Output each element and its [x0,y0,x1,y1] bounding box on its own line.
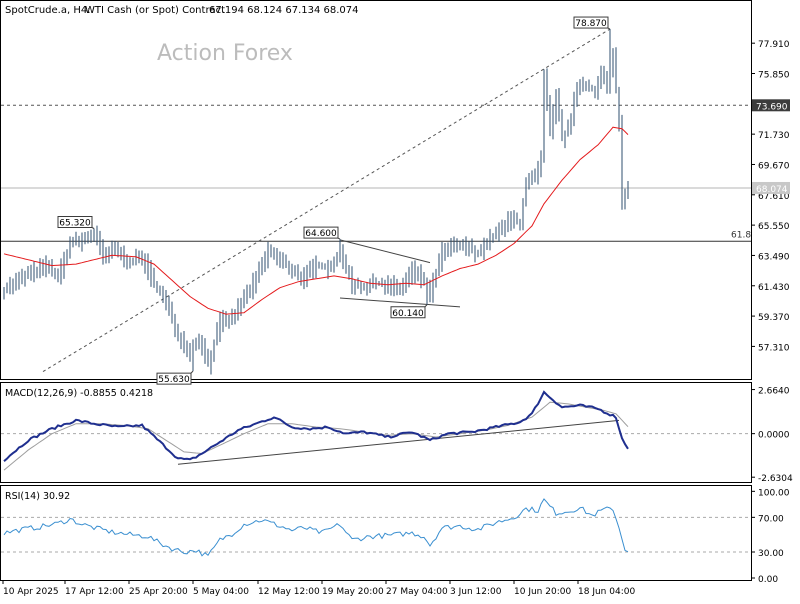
time-tick-label: 12 May 12:00 [258,587,320,597]
time-tick-label: 19 May 20:00 [322,587,384,597]
chart-description: WTI Cash (or Spot) Contract [85,5,225,16]
price-tick-label: 67.610 [758,192,790,202]
swing-label-pointer [190,370,194,374]
swing-label-text: 78.870 [575,19,607,29]
time-tick-label: 17 Apr 12:00 [65,587,124,597]
swing-label-box [390,306,426,319]
fib-level-label: 61.8 [731,230,751,240]
price-tick-label: 69.670 [758,161,790,171]
swing-label-pointer [91,227,95,229]
time-tick-label: 25 Apr 20:00 [129,587,188,597]
swing-label-box [57,216,93,229]
macd-trendline [177,419,620,465]
time-tick-label: 27 May 04:00 [386,587,448,597]
time-tick-label: 10 Jun 20:00 [514,587,571,597]
swing-label-0: 78.870 [573,16,611,30]
chart-symbol: SpotCrude.a, H4: [5,5,91,16]
rsi-title: RSI(14) 30.92 [5,491,70,502]
price-tick-label: 59.370 [758,313,790,323]
swing-label-1: 65.320 [57,216,95,229]
swing-label-text: 55.630 [158,375,190,385]
swing-label-3: 60.140 [390,304,428,319]
time-tick-label: 18 Jun 04:00 [578,587,635,597]
time-tick-label: 3 Jun 12:00 [450,587,502,597]
swing-label-box [156,372,192,385]
watermark: Action Forex [157,41,293,66]
macd-title: MACD(12,26,9) -0.8855 0.4218 [5,388,153,399]
rsi-line [3,498,629,557]
price-tick-label: 57.310 [758,343,790,353]
moving-average-line [3,126,629,315]
macd-tick-label: 0.0000 [758,431,790,441]
rsi-tick-label: 100.00 [758,488,790,498]
price-tick-label: 65.550 [758,222,790,232]
time-tick-label: 5 May 04:00 [193,587,249,597]
swing-label-box [303,226,339,239]
price-bars [3,29,629,375]
price-pane-frame [0,0,752,380]
price-tick-label: 61.430 [758,283,790,293]
chart-ohlc: 67.194 68.124 67.134 68.074 [209,5,359,16]
swing-label-4: 55.630 [156,370,194,385]
swing-label-box [573,16,609,29]
current-price-box [752,181,790,194]
swing-label-text: 64.600 [305,229,337,239]
swing-label-pointer [337,237,341,240]
macd-tick-label: -2.6304 [758,474,793,484]
price-tick-label: 77.910 [758,40,790,50]
macd-line [3,390,629,462]
price-tick-label: 75.850 [758,71,790,81]
swing-label-pointer [424,304,428,308]
macd-tick-label: 2.6640 [758,387,790,397]
price-tick-label: 63.490 [758,252,790,262]
wedge-lower-line [339,297,461,308]
diagonal-trendline [42,28,611,373]
swing-label-text: 65.320 [59,219,91,229]
price-tick-label: 71.730 [758,131,790,141]
macd-pane-frame [0,382,752,483]
swing-label-2: 64.600 [303,226,341,240]
rsi-tick-label: 70.00 [758,514,784,524]
time-tick-label: 10 Apr 2025 [3,587,59,597]
swing-label-pointer [607,27,611,30]
rsi-tick-label: 30.00 [758,549,784,559]
current-price-label: 68.074 [756,185,788,195]
level-price-box [752,99,790,112]
price-tick-label: 73.690 [756,102,788,112]
swing-label-text: 60.140 [392,309,424,319]
wedge-upper-line [339,239,431,264]
rsi-tick-label: 0.00 [758,575,778,585]
